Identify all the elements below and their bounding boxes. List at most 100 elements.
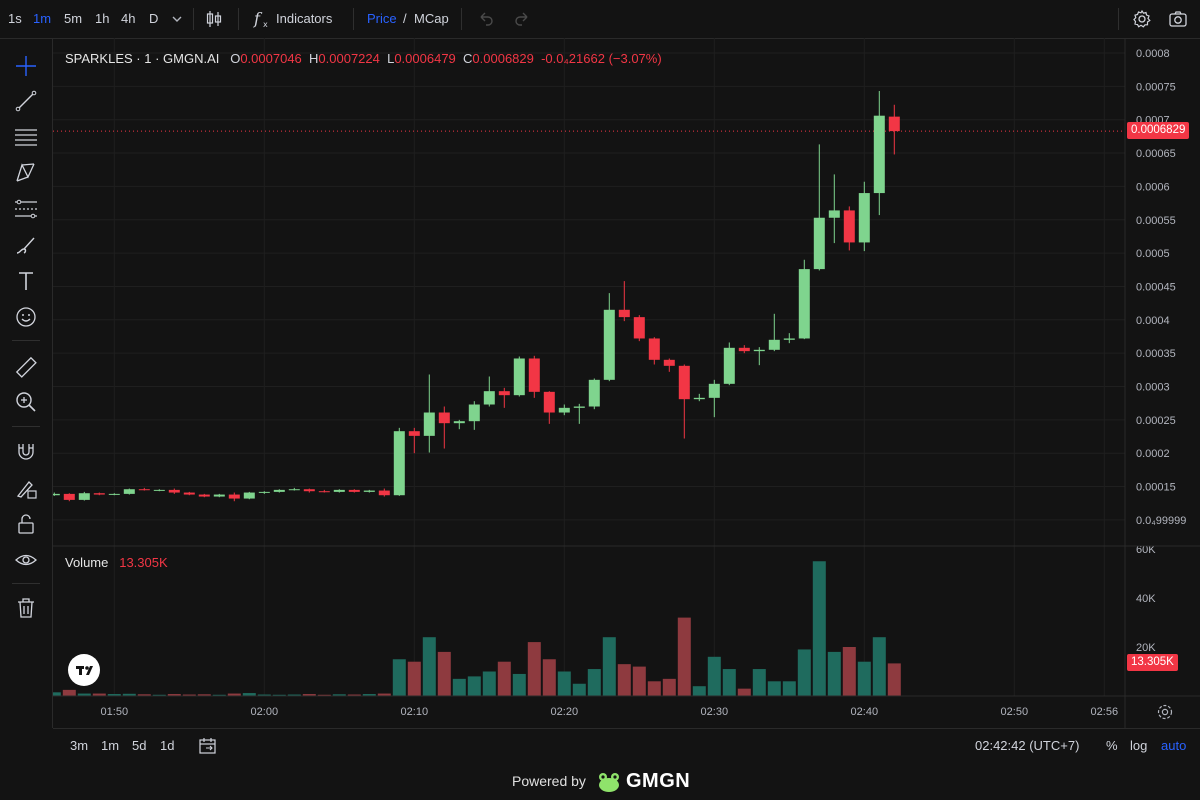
volume-bar (227, 693, 241, 696)
price-tick-label: 0.0004 (1136, 315, 1170, 327)
volume-bar (467, 676, 481, 696)
candle-body (603, 309, 615, 380)
volume-legend: Volume 13.305K (65, 555, 168, 570)
volume-label[interactable]: Volume (65, 555, 109, 570)
candle-body (873, 115, 885, 194)
indicators-button[interactable]: Indicators (276, 11, 333, 26)
price-toggle[interactable]: Price (367, 11, 397, 26)
range-1d[interactable]: 1d (160, 738, 175, 753)
percent-toggle[interactable]: % (1106, 738, 1118, 753)
candle-body (423, 412, 435, 436)
mcap-toggle[interactable]: MCap (414, 11, 449, 26)
time-axis-settings-icon[interactable] (1155, 702, 1175, 722)
footer: Powered by GMGN (0, 762, 1200, 800)
clock-time[interactable]: 02:42:42 (UTC+7) (975, 738, 1080, 753)
price-tick-label: 0.00055 (1136, 215, 1176, 227)
trash-icon[interactable] (14, 596, 38, 620)
indicators-icon[interactable]: f x (252, 9, 272, 29)
candles (53, 91, 900, 502)
interval-4h[interactable]: 4h (121, 11, 136, 26)
gmgn-frog-logo-icon (599, 773, 619, 792)
eye-icon[interactable] (14, 548, 38, 572)
tradingview-logo[interactable] (68, 654, 100, 686)
volume-bar (842, 647, 856, 696)
unlock-icon[interactable] (14, 512, 38, 536)
magnet-icon[interactable] (14, 440, 38, 464)
interval-5m[interactable]: 5m (64, 11, 83, 26)
candle-body (738, 347, 750, 352)
candle-body (708, 383, 720, 398)
price-tick-label: 0.0006 (1136, 181, 1170, 193)
horizontal-lines-icon[interactable] (14, 125, 38, 149)
volume-bar (752, 669, 766, 696)
volume-bar (167, 694, 181, 696)
time-tick-label: 01:50 (101, 706, 129, 718)
brush-icon[interactable] (14, 233, 38, 257)
open-value: 0.0007046 (240, 51, 302, 66)
crosshair-icon[interactable] (14, 54, 38, 78)
change-value: -0.0₄21662 (−3.07%) (541, 51, 662, 66)
price-tick-label: 0.00015 (1136, 482, 1176, 494)
settings-gear-icon[interactable] (1132, 9, 1152, 29)
date-range-calendar-icon[interactable] (198, 736, 218, 756)
volume-bar (392, 659, 406, 696)
interval-1s[interactable]: 1s (8, 11, 22, 26)
volume-bar (692, 686, 706, 696)
camera-icon[interactable] (1168, 9, 1188, 29)
lock-drawing-icon[interactable] (14, 476, 38, 500)
undo-icon[interactable] (476, 9, 496, 29)
candle-body (663, 359, 675, 366)
symbol-title[interactable]: SPARKLES · 1 · GMGN.AI (65, 51, 220, 66)
chevron-down-icon[interactable] (167, 9, 187, 29)
price-tick-label: 0.0002 (1136, 448, 1170, 460)
volume-bar (887, 663, 901, 696)
candle-body (153, 489, 165, 491)
volume-bar (53, 692, 61, 696)
price-tick-label: 0.00065 (1136, 148, 1176, 160)
text-tool-icon[interactable] (14, 269, 38, 293)
volume-bar (287, 694, 301, 696)
candle-body (288, 489, 300, 491)
volume-tick-label: 20K (1136, 642, 1156, 654)
toolbar-divider (12, 583, 40, 584)
candle-body (678, 365, 690, 400)
candle-body (798, 269, 810, 339)
range-5d[interactable]: 5d (132, 738, 147, 753)
pattern-icon[interactable] (14, 161, 38, 185)
time-tick-label: 02:50 (1001, 706, 1029, 718)
price-chart[interactable]: 0.00080.000750.00070.000650.00060.000550… (53, 38, 1200, 728)
candle-body (858, 193, 870, 243)
candle-body (768, 339, 780, 350)
candle-body (573, 406, 585, 408)
auto-toggle[interactable]: auto (1161, 738, 1187, 753)
volume-bar (242, 693, 256, 696)
candlestick-icon[interactable] (204, 9, 224, 29)
toolbar-divider (12, 340, 40, 341)
volume-bar (722, 669, 736, 696)
bottom-toolbar: 3m 1m 5d 1d 02:42:42 (UTC+7) % log auto (53, 728, 1200, 763)
interval-D[interactable]: D (149, 11, 159, 26)
candle-body (303, 489, 315, 492)
zoom-in-icon[interactable] (14, 390, 38, 414)
log-toggle[interactable]: log (1130, 738, 1148, 753)
price-tick-label: 0.00035 (1136, 348, 1176, 360)
range-3m[interactable]: 3m (70, 738, 89, 753)
candle-body (168, 489, 180, 493)
ruler-icon[interactable] (14, 355, 38, 379)
high-value: 0.0007224 (318, 51, 380, 66)
emoji-icon[interactable] (14, 305, 38, 329)
range-1m[interactable]: 1m (101, 738, 120, 753)
candle-body (558, 407, 570, 413)
interval-1h[interactable]: 1h (95, 11, 110, 26)
trend-line-icon[interactable] (14, 89, 38, 113)
redo-icon[interactable] (512, 9, 532, 29)
volume-bar (212, 694, 226, 696)
volume-bar (377, 693, 391, 696)
candle-body (843, 210, 855, 243)
interval-1m[interactable]: 1m (33, 11, 52, 26)
candle-body (648, 338, 660, 360)
toolbar-divider (238, 8, 239, 30)
volume-bar (422, 637, 436, 696)
fib-retracement-icon[interactable] (14, 197, 38, 221)
volume-bar (662, 678, 676, 696)
